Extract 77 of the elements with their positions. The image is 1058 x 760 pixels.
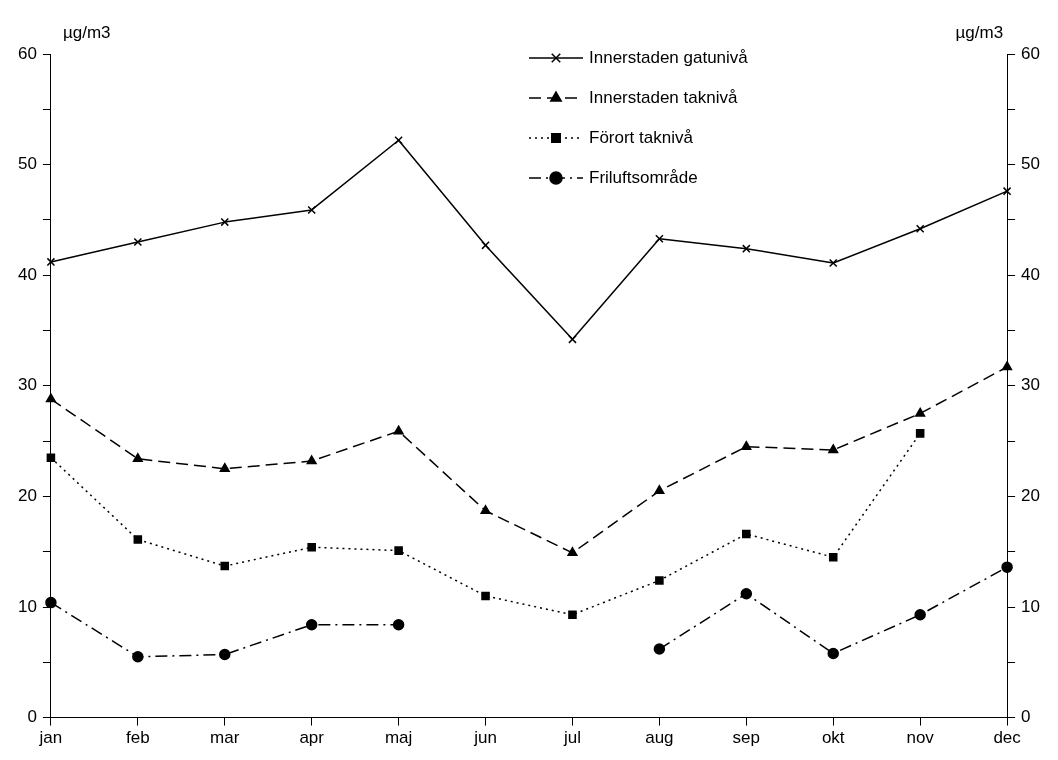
y2-tick-label: 0	[1021, 707, 1031, 727]
y-axis-title: µg/m3	[62, 23, 111, 42]
y2-tick-label: 20	[1021, 486, 1041, 506]
point	[828, 258, 838, 268]
x-tick-label: jan	[38, 728, 63, 748]
point	[915, 407, 926, 417]
point	[915, 224, 925, 234]
point	[219, 648, 231, 661]
x-tick-label: jul	[562, 728, 581, 748]
point	[307, 205, 316, 215]
point	[1001, 561, 1013, 573]
point	[394, 546, 403, 555]
legend-label: Innerstaden taknivå	[589, 87, 738, 107]
y2-tick-label: 30	[1021, 375, 1041, 395]
x-tick-label: nov	[906, 728, 935, 748]
point	[742, 529, 751, 539]
point	[654, 485, 665, 495]
point	[305, 618, 318, 631]
point	[828, 444, 839, 454]
point	[46, 453, 56, 462]
point	[394, 135, 403, 145]
x-tick-label: feb	[126, 728, 150, 748]
point	[393, 425, 404, 435]
x-tick-label: mar	[210, 728, 240, 748]
point	[740, 587, 753, 600]
x-tick-label: okt	[821, 728, 845, 748]
point	[132, 453, 143, 463]
point	[914, 608, 926, 621]
point	[480, 505, 491, 515]
point	[307, 542, 316, 552]
point	[133, 237, 143, 247]
x-tick-label: jun	[473, 728, 497, 748]
point	[568, 610, 577, 620]
legend-label: Friluftsområde	[589, 167, 698, 187]
legend-label: Förort taknivå	[589, 127, 694, 147]
y-tick-label: 40	[17, 264, 37, 284]
y2-tick-label: 60	[1021, 43, 1041, 63]
point	[1002, 186, 1012, 196]
y-tick-label: 10	[17, 596, 37, 616]
point	[827, 647, 839, 660]
point	[655, 576, 664, 585]
point	[828, 552, 838, 562]
y2-tick-label: 50	[1021, 154, 1041, 174]
y2-tick-label: 40	[1021, 264, 1041, 284]
point	[392, 618, 405, 631]
point	[1002, 361, 1013, 371]
point	[220, 561, 230, 571]
y-tick-label: 30	[17, 375, 37, 395]
point	[45, 393, 56, 403]
point	[46, 257, 56, 267]
point	[133, 535, 143, 544]
point	[653, 643, 666, 655]
point	[219, 463, 230, 472]
y-tick-label: 0	[27, 707, 37, 727]
point	[742, 244, 751, 253]
point	[220, 217, 230, 227]
x-tick-label: maj	[384, 728, 413, 748]
point	[568, 335, 577, 344]
point	[132, 651, 144, 663]
legend-label: Innerstaden gatunivå	[589, 47, 749, 67]
point	[741, 440, 752, 450]
x-tick-label: aug	[645, 728, 674, 748]
x-tick-label: sep	[732, 728, 761, 748]
point	[306, 455, 317, 465]
y-tick-label: 60	[17, 43, 37, 63]
point	[481, 241, 490, 250]
point	[45, 596, 57, 609]
x-tick-label: apr	[299, 728, 325, 748]
y2-axis-title: µg/m3	[955, 23, 1004, 42]
point	[481, 591, 490, 601]
y2-tick-label: 10	[1021, 596, 1041, 616]
point	[655, 234, 664, 243]
x-tick-label: dec	[993, 728, 1022, 748]
point	[567, 547, 578, 557]
point	[915, 429, 925, 438]
y-tick-label: 50	[17, 154, 37, 174]
y-tick-label: 20	[17, 486, 37, 506]
